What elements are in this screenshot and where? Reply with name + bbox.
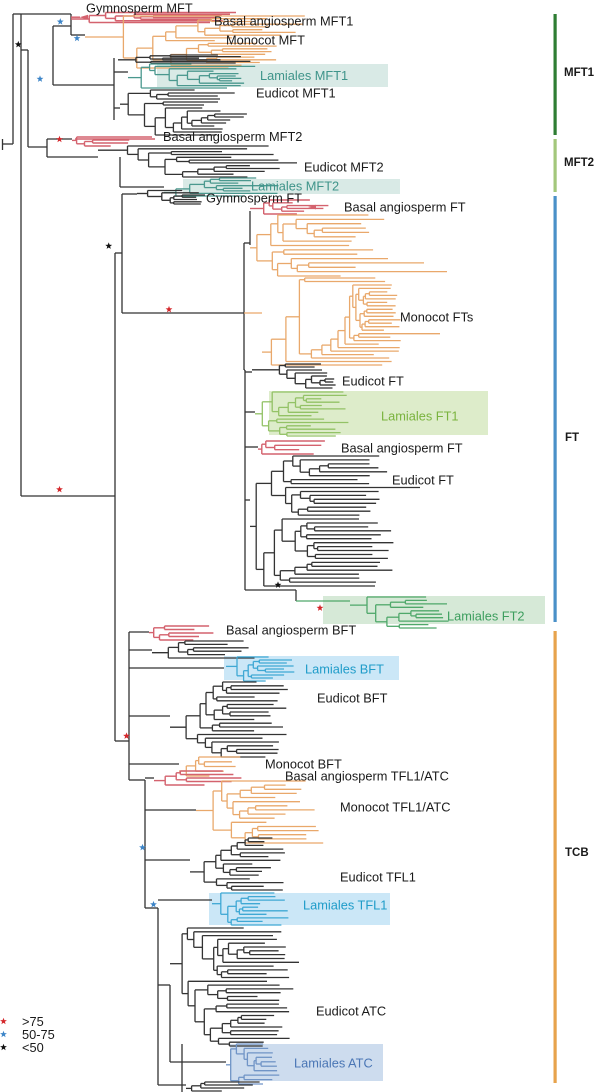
svg-text:Eudicot FT: Eudicot FT xyxy=(342,374,404,389)
svg-text:Eudicot MFT1: Eudicot MFT1 xyxy=(256,86,336,101)
svg-text:TCB: TCB xyxy=(565,847,589,859)
svg-text:Lamiales TFL1: Lamiales TFL1 xyxy=(303,898,387,913)
svg-text:Eudicot MFT2: Eudicot MFT2 xyxy=(304,160,384,175)
svg-text:Eudicot BFT: Eudicot BFT xyxy=(317,691,388,706)
svg-text:Monocot BFT: Monocot BFT xyxy=(265,757,342,772)
svg-text:Eudicot TFL1: Eudicot TFL1 xyxy=(340,870,416,885)
svg-text:Basal angiosperm MFT2: Basal angiosperm MFT2 xyxy=(163,129,302,144)
svg-text:Lamiales FT1: Lamiales FT1 xyxy=(381,409,459,424)
svg-text:MFT2: MFT2 xyxy=(564,157,594,169)
svg-text:Basal angiosperm FT: Basal angiosperm FT xyxy=(344,200,466,215)
svg-text:Monocot TFL1/ATC: Monocot TFL1/ATC xyxy=(340,800,450,815)
svg-text:Gymnosperm FT: Gymnosperm FT xyxy=(206,191,302,206)
svg-text:Monocot MFT: Monocot MFT xyxy=(226,33,305,48)
svg-text:Lamiales FT2: Lamiales FT2 xyxy=(447,609,525,624)
svg-text:FT: FT xyxy=(565,432,579,444)
svg-text:Basal angiosperm BFT: Basal angiosperm BFT xyxy=(226,623,356,638)
svg-text:Basal angiosperm MFT1: Basal angiosperm MFT1 xyxy=(214,14,353,29)
svg-text:Lamiales BFT: Lamiales BFT xyxy=(305,662,384,677)
svg-text:50-75: 50-75 xyxy=(22,1027,55,1042)
svg-text:Eudicot ATC: Eudicot ATC xyxy=(316,1004,386,1019)
svg-text:Eudicot FT: Eudicot FT xyxy=(392,473,454,488)
svg-text:Lamiales MFT2: Lamiales MFT2 xyxy=(251,179,339,194)
svg-text:Lamiales ATC: Lamiales ATC xyxy=(294,1056,373,1071)
svg-text:>75: >75 xyxy=(22,1014,44,1029)
svg-text:MFT1: MFT1 xyxy=(564,67,595,79)
svg-text:Lamiales MFT1: Lamiales MFT1 xyxy=(260,68,348,83)
svg-text:Basal angiosperm TFL1/ATC: Basal angiosperm TFL1/ATC xyxy=(285,769,449,784)
svg-text:<50: <50 xyxy=(22,1040,44,1055)
svg-text:Gymnosperm MFT: Gymnosperm MFT xyxy=(86,1,193,16)
svg-text:Basal angiosperm FT: Basal angiosperm FT xyxy=(341,441,463,456)
svg-text:Monocot FTs: Monocot FTs xyxy=(400,310,473,325)
